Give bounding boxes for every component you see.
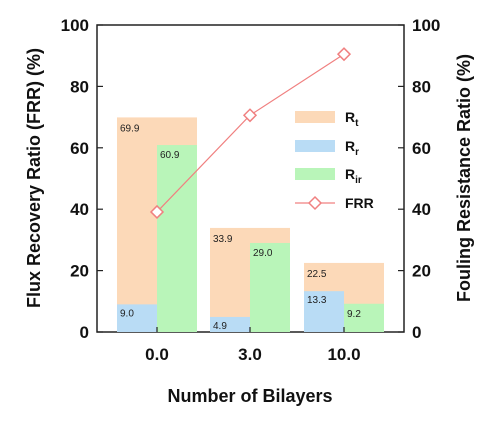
label-rr-1: 4.9 bbox=[213, 321, 227, 332]
legend-subscript-rt: t bbox=[355, 118, 359, 129]
legend-label-rt: Rt bbox=[345, 109, 359, 129]
label-rir-1: 29.0 bbox=[253, 248, 273, 259]
label-rir-2: 9.2 bbox=[347, 309, 361, 320]
y-tick-label-right-1: 20 bbox=[412, 262, 431, 281]
x-tick-label-1: 3.0 bbox=[238, 345, 262, 364]
label-rt-0: 69.9 bbox=[120, 123, 140, 134]
y-tick-label-left-3: 60 bbox=[70, 139, 89, 158]
bars-layer: 69.9 9.0 60.9 33.9 4.9 29.0 22.5 13.3 9.2 bbox=[117, 117, 384, 332]
y-tick-label-right-5: 100 bbox=[412, 16, 440, 35]
legend-swatch-rt bbox=[295, 111, 335, 123]
y-tick-label-left-0: 0 bbox=[80, 323, 89, 342]
bar-rr-0 bbox=[117, 304, 157, 332]
legend-subscript-rir: ir bbox=[355, 175, 362, 186]
frr-point-0 bbox=[149, 204, 165, 220]
bar-rir-2 bbox=[344, 303, 384, 332]
legend-subscript-rr: r bbox=[355, 147, 359, 158]
label-rr-2: 13.3 bbox=[307, 295, 327, 306]
bar-rr-1 bbox=[210, 316, 250, 332]
frr-point-1 bbox=[242, 108, 258, 123]
y-tick-label-right-4: 80 bbox=[412, 77, 431, 96]
bar-rir-1 bbox=[250, 242, 290, 332]
label-rir-0: 60.9 bbox=[160, 150, 180, 161]
legend-swatch-rr bbox=[295, 140, 335, 152]
y-tick-label-left-1: 20 bbox=[70, 262, 89, 281]
y-tick-label-left-4: 80 bbox=[70, 77, 89, 96]
y-tick-label-right-0: 0 bbox=[412, 323, 421, 342]
legend-label-frr: FRR bbox=[345, 195, 374, 211]
legend-label-rr: Rr bbox=[345, 138, 359, 158]
legend-swatch-rir bbox=[295, 168, 335, 180]
bar-rr-2 bbox=[304, 291, 344, 332]
legend: Rt Rr Rir FRR bbox=[295, 109, 374, 211]
label-rr-0: 9.0 bbox=[120, 308, 134, 319]
frr-line-layer bbox=[149, 47, 352, 220]
frr-point-2 bbox=[336, 47, 352, 62]
y-tick-label-left-2: 40 bbox=[70, 200, 89, 219]
label-rt-2: 22.5 bbox=[307, 269, 327, 280]
y-tick-label-right-3: 60 bbox=[412, 139, 431, 158]
bar-rir-0 bbox=[157, 145, 197, 332]
x-tick-label-0: 0.0 bbox=[145, 345, 169, 364]
legend-label-rir: Rir bbox=[345, 166, 362, 186]
y-tick-label-left-5: 100 bbox=[61, 16, 89, 35]
x-tick-label-2: 10.0 bbox=[327, 345, 360, 364]
x-axis-title: Number of Bilayers bbox=[167, 386, 332, 406]
y-axis-title-left: Flux Recovery Ratio (FRR) (%) bbox=[24, 48, 44, 308]
axes-layer: 0.0 3.0 10.0 0 0 20 20 40 40 60 60 80 80 100 100 bbox=[61, 16, 441, 364]
y-axis-title-right: Fouling Resistance Ratio (%) bbox=[454, 54, 474, 302]
label-rt-1: 33.9 bbox=[213, 234, 233, 245]
y-tick-label-right-2: 40 bbox=[412, 200, 431, 219]
legend-swatch-marker-frr bbox=[307, 195, 323, 211]
